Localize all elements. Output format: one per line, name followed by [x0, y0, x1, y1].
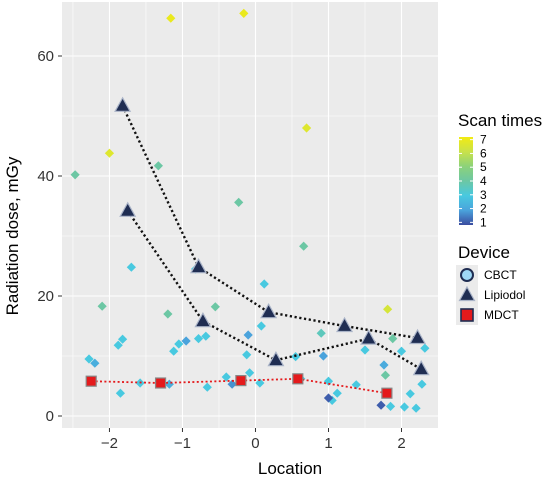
y-tick-label: 0	[46, 408, 54, 425]
cbct-point	[221, 372, 231, 382]
cbct-point	[153, 161, 163, 171]
cbct-point	[399, 402, 410, 412]
cbct-point	[245, 368, 255, 378]
device-legend-label: CBCT	[484, 268, 517, 282]
x-tick-label: −2	[101, 435, 118, 452]
cbct-point	[174, 339, 184, 349]
scan-times-legend-title: Scan times	[458, 111, 542, 130]
colorbar-tick-label: 4	[480, 174, 487, 188]
cbct-point	[380, 370, 391, 380]
colorbar-tick-label: 2	[480, 202, 487, 216]
colorbar-tick-label: 6	[480, 146, 487, 160]
mdct-point	[85, 375, 97, 387]
cbct-point	[259, 279, 269, 289]
cbct-point	[202, 382, 212, 392]
cbct-point	[396, 346, 407, 356]
cbct-point	[301, 123, 312, 133]
device-legend-title: Device	[458, 243, 510, 262]
cbct-point	[70, 170, 80, 180]
colorbar-tick-label: 5	[480, 160, 487, 174]
mdct-point	[381, 387, 393, 399]
colorbar-tick-label: 7	[480, 133, 487, 147]
cbct-point	[360, 345, 370, 355]
cbct-point	[181, 336, 191, 346]
cbct-point	[164, 379, 174, 389]
lipiodol-legend-key	[458, 285, 476, 302]
cbct-point	[376, 400, 386, 410]
cbct-point	[242, 350, 252, 360]
cbct-point	[166, 13, 176, 23]
cbct-point	[97, 301, 107, 311]
cbct-point	[163, 309, 173, 319]
cbct-point	[255, 378, 265, 388]
grid	[62, 2, 438, 477]
lipiodol-point	[267, 350, 285, 367]
cbct-point	[323, 393, 334, 403]
cbct-point	[239, 8, 249, 18]
cbct-point	[379, 360, 389, 370]
y-tick-label: 60	[37, 48, 54, 65]
cbct-point	[115, 388, 126, 398]
cbct-point	[243, 330, 253, 340]
cbct-point	[316, 328, 326, 338]
cbct-point	[84, 354, 94, 364]
cbct-point	[388, 334, 398, 344]
cbct-point	[193, 334, 204, 344]
plot-marks	[70, 8, 430, 413]
cbct-point	[169, 346, 179, 356]
cbct-point	[351, 380, 361, 390]
cbct-point	[405, 389, 415, 399]
lipiodol-point	[119, 201, 137, 217]
axes: 0 20 40 60 −2 −1 0 1 2	[37, 48, 405, 452]
cbct-point	[323, 376, 334, 386]
scan-times-colorbar	[459, 137, 473, 225]
cbct-point	[256, 321, 266, 331]
cbct-point	[332, 388, 342, 398]
lipiodol-point	[409, 328, 427, 345]
lipiodol-point	[336, 316, 354, 333]
lipiodol-point	[412, 359, 430, 376]
lipiodol-point	[190, 257, 208, 274]
cbct-point	[210, 302, 220, 312]
device-legend-label: MDCT	[484, 308, 519, 322]
cbct-point	[417, 379, 427, 389]
device-legend: Device CBCT Lipiodol MDCT	[456, 243, 525, 325]
y-tick-label: 40	[37, 168, 54, 185]
x-tick-label: 1	[324, 435, 332, 452]
cbct-point	[383, 304, 393, 314]
colorbar-tick-label: 3	[480, 188, 487, 202]
cbct-point	[234, 197, 244, 207]
lipiodol-point	[360, 329, 378, 345]
cbct-point	[104, 148, 115, 158]
cbct-point	[299, 241, 309, 251]
cbct-point	[318, 351, 328, 361]
lipiodol-point	[114, 96, 132, 112]
mdct-legend-key	[460, 308, 474, 322]
device-legend-label: Lipiodol	[484, 288, 525, 302]
cbct-point	[113, 340, 123, 350]
lipiodol-point	[194, 311, 212, 328]
mdct-point	[235, 375, 247, 387]
x-tick-label: 0	[251, 435, 259, 452]
cbct-point	[411, 403, 421, 413]
y-axis-title: Radiation dose, mGy	[3, 156, 22, 315]
mdct-point	[154, 377, 167, 389]
cbct-point	[227, 379, 237, 389]
cbct-point	[90, 358, 100, 368]
lipiodol-point	[260, 302, 278, 319]
cbct-point	[420, 343, 430, 353]
cbct-point	[126, 262, 136, 272]
x-tick-label: 2	[397, 435, 405, 452]
cbct-point	[385, 401, 396, 411]
x-axis-title: Location	[258, 459, 322, 478]
y-tick-label: 20	[37, 288, 54, 305]
cbct-legend-key	[460, 268, 474, 282]
cbct-point	[117, 334, 128, 344]
mdct-point	[292, 373, 304, 385]
colorbar-tick-label: 1	[480, 215, 487, 229]
x-tick-label: −1	[174, 435, 191, 452]
cbct-point	[201, 331, 211, 341]
